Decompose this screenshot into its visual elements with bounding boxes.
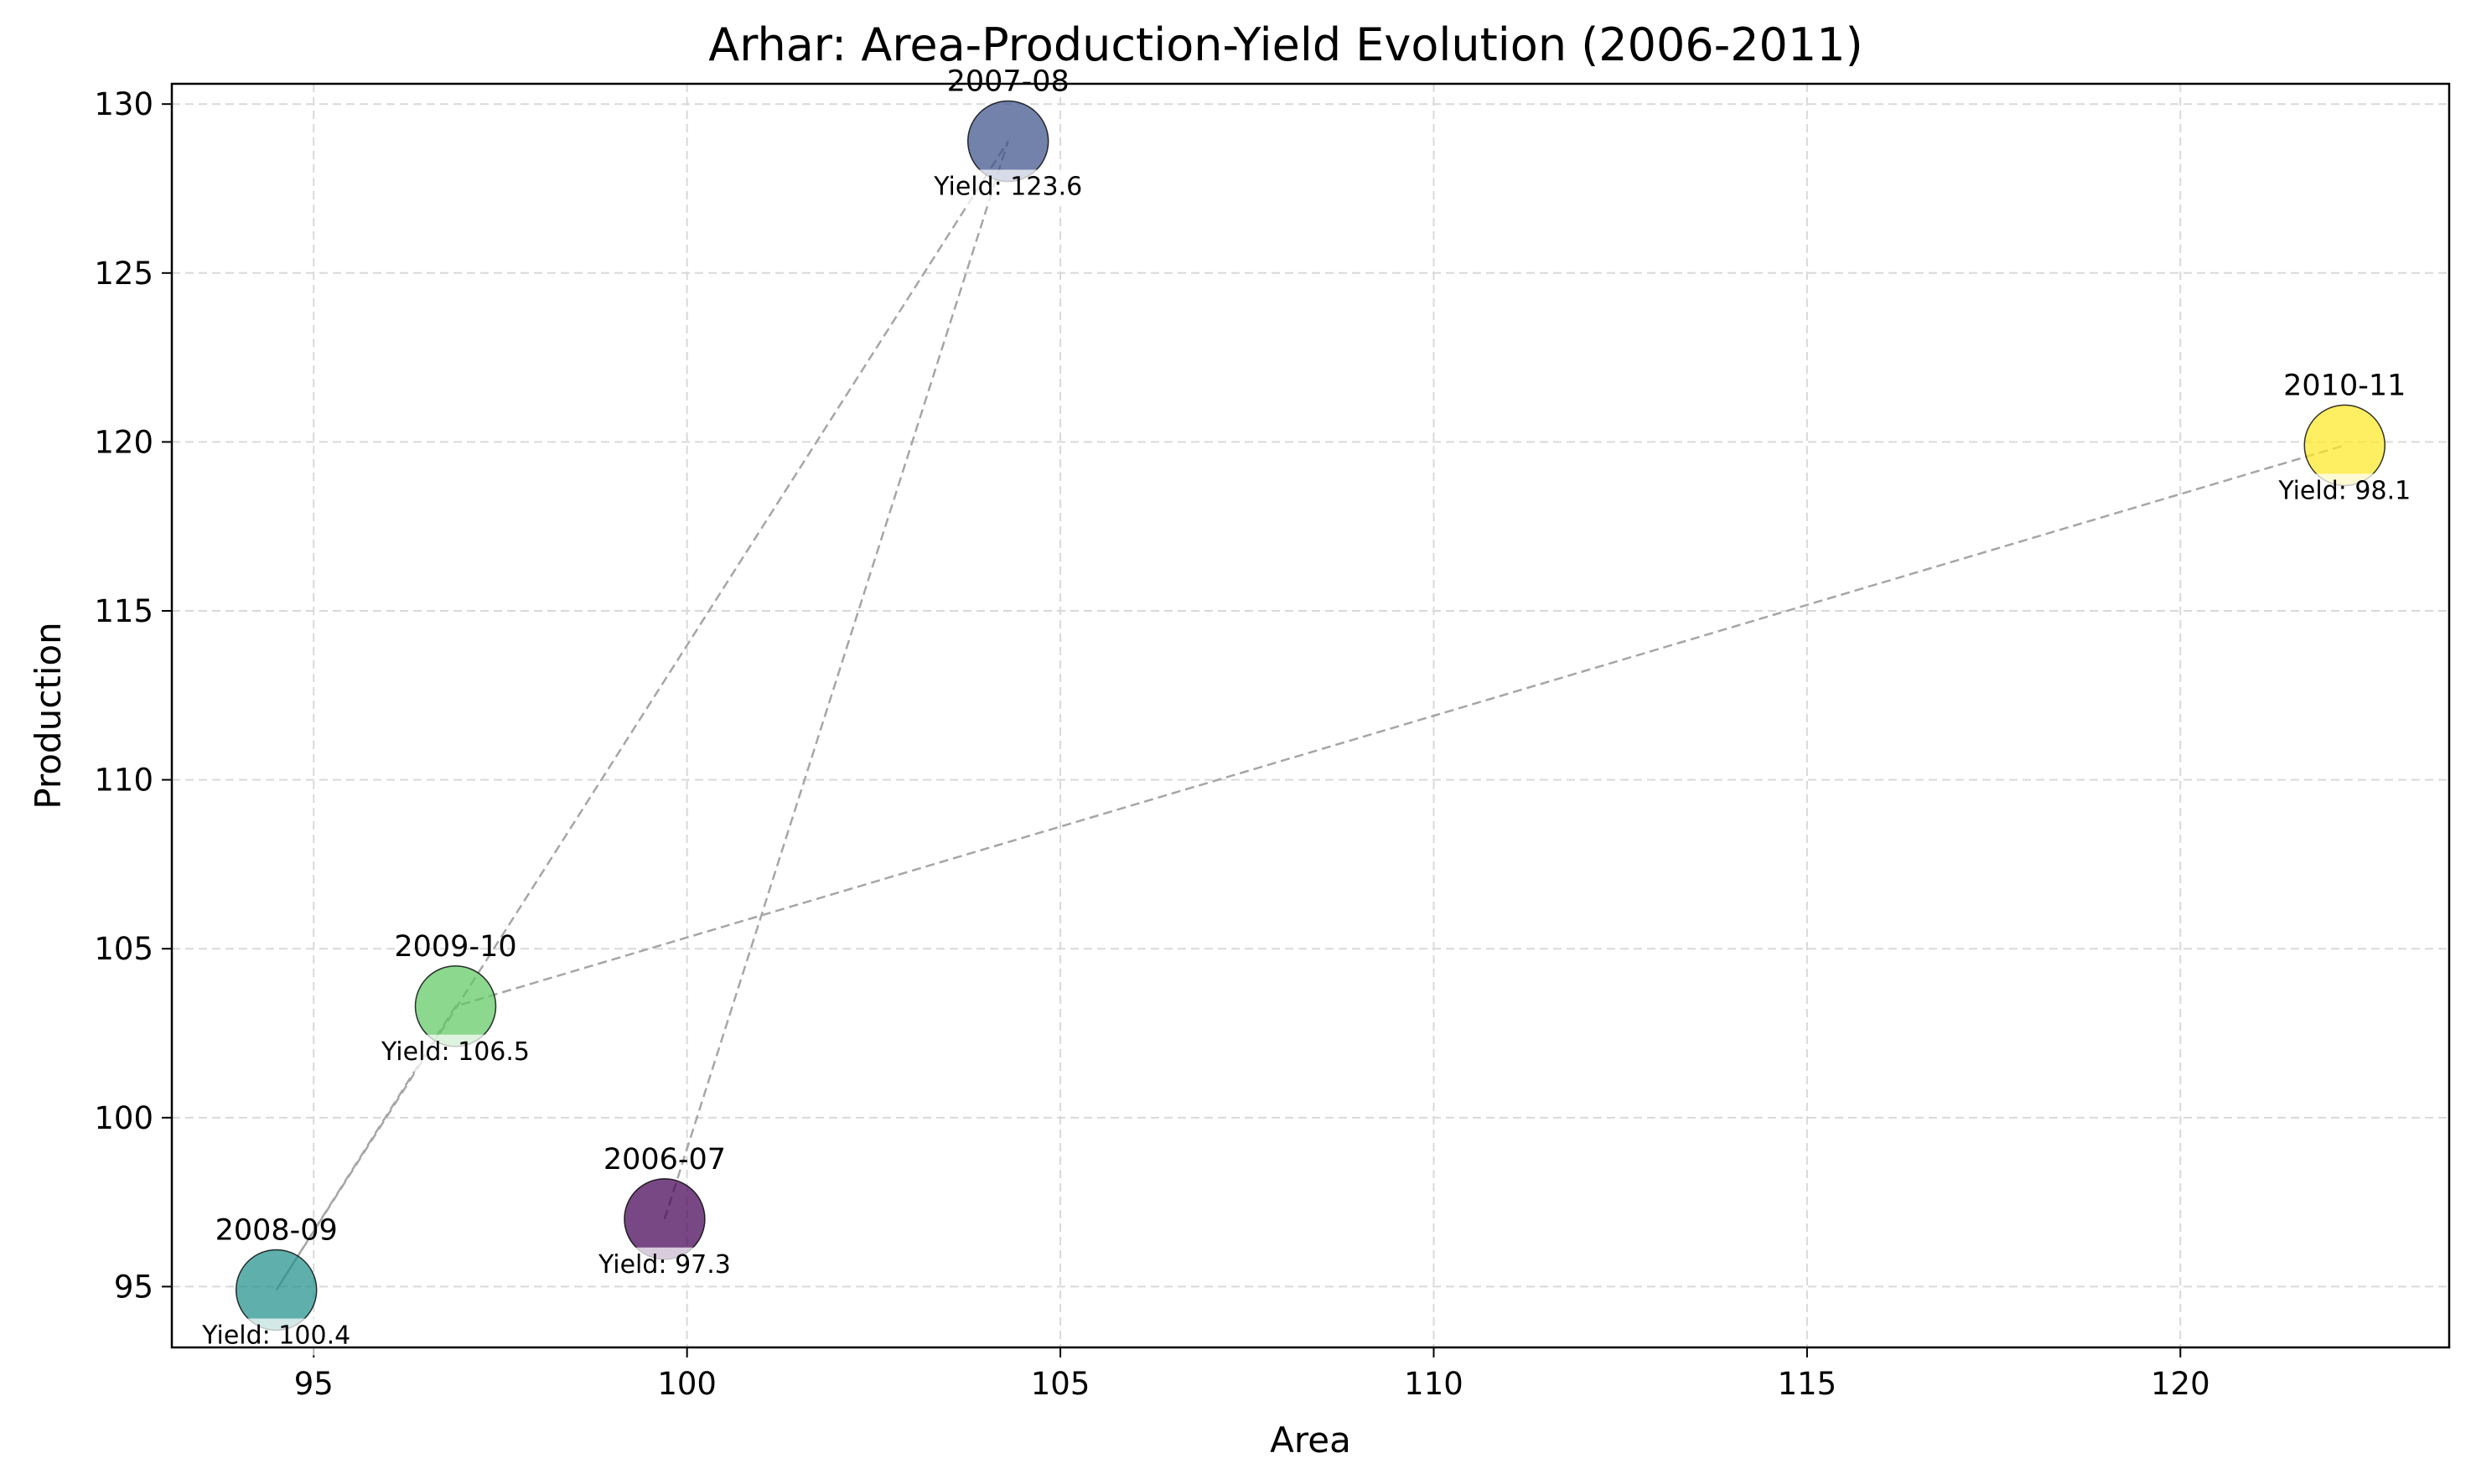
point-year-label: 2010-11 <box>2283 369 2406 402</box>
y-tick-label: 105 <box>94 931 153 967</box>
point-yield-label: Yield: 97.3 <box>598 1250 731 1280</box>
data-point <box>966 100 1049 183</box>
yield-label-background <box>2265 473 2425 511</box>
point-year-label: 2008-09 <box>215 1213 338 1247</box>
y-tick-label: 95 <box>114 1269 153 1305</box>
x-tick-label: 95 <box>294 1366 334 1402</box>
y-tick-label: 130 <box>94 86 153 122</box>
connecting-lines <box>275 140 2345 1291</box>
data-point <box>414 965 497 1047</box>
point-yield-label: Yield: 106.5 <box>381 1037 530 1067</box>
point-year-label: 2006-07 <box>603 1143 726 1176</box>
axis-ticks: 95 100 105 110 115 120 95 100 105 110 115 120 125 130 <box>94 86 2209 1402</box>
point-yield-label: Yield: 98.1 <box>2277 476 2411 505</box>
yield-label-background <box>376 1034 536 1072</box>
x-tick-label: 110 <box>1404 1366 1463 1402</box>
x-tick-label: 120 <box>2151 1366 2210 1402</box>
y-tick-label: 100 <box>94 1100 153 1136</box>
y-tick-label: 125 <box>94 256 153 292</box>
data-labels: 2006-07 Yield: 97.3 2007-08 Yield: 123.6 200… <box>196 65 2425 1356</box>
trajectory-line <box>275 140 2345 1291</box>
chart-title: Arhar: Area-Production-Yield Evolution (… <box>708 18 1862 71</box>
data-point <box>2303 404 2386 487</box>
yield-label-background <box>584 1247 744 1285</box>
data-point <box>235 1249 318 1331</box>
data-points <box>235 100 2386 1331</box>
plot-frame <box>170 82 2451 1349</box>
y-axis-label: Production <box>28 622 69 809</box>
x-axis-label: Area <box>1270 1419 1351 1461</box>
yield-label-background <box>196 1318 356 1356</box>
data-point <box>624 1178 706 1260</box>
x-tick-label: 105 <box>1031 1366 1090 1402</box>
y-tick-label: 120 <box>94 424 153 460</box>
yield-label-background <box>928 169 1088 207</box>
point-year-label: 2007-08 <box>947 65 1070 99</box>
grid <box>172 84 2449 1347</box>
point-year-label: 2009-10 <box>394 930 516 964</box>
x-tick-label: 115 <box>1778 1366 1837 1402</box>
point-yield-label: Yield: 100.4 <box>201 1321 350 1350</box>
x-tick-label: 100 <box>657 1366 717 1402</box>
y-tick-label: 110 <box>94 763 153 799</box>
y-tick-label: 115 <box>94 593 153 629</box>
point-yield-label: Yield: 123.6 <box>933 173 1082 202</box>
